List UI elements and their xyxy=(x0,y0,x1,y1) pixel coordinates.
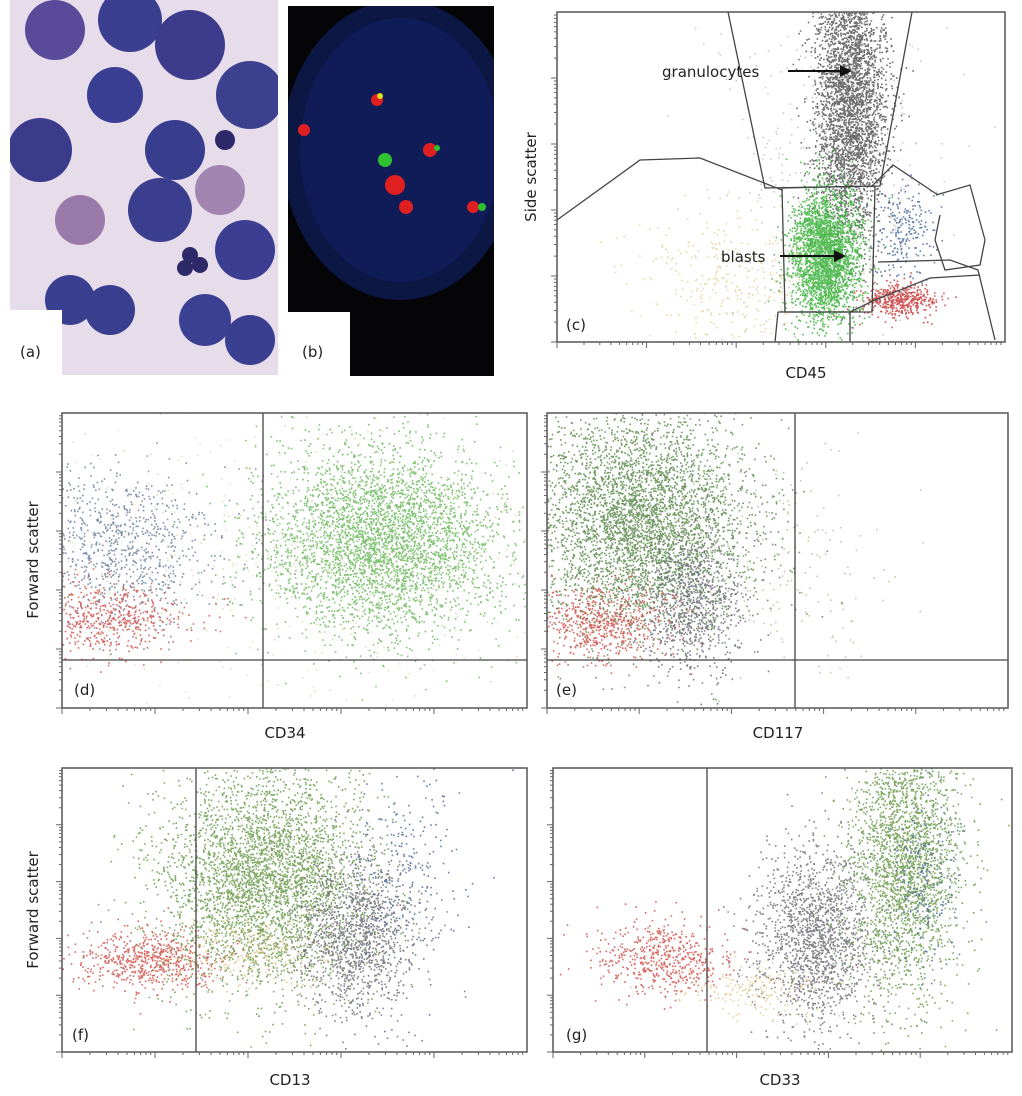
fish-spot xyxy=(377,93,383,99)
annotation: blasts xyxy=(721,248,766,266)
gate xyxy=(556,157,783,221)
dot-cloud xyxy=(82,768,449,1048)
panel-label: (e) xyxy=(556,681,577,699)
gate xyxy=(934,184,986,271)
cell xyxy=(179,294,231,346)
fish-spot xyxy=(399,200,413,214)
panel-label: (c) xyxy=(566,316,586,334)
dot-cloud xyxy=(547,413,843,701)
dot-plot xyxy=(547,413,924,706)
plot-frame xyxy=(552,767,1013,1053)
fish-spot xyxy=(478,203,486,211)
dot-plot xyxy=(600,12,996,342)
annotation: granulocytes xyxy=(662,63,759,81)
dot-cloud xyxy=(812,768,1010,1052)
gate xyxy=(778,311,851,342)
axis-ticks xyxy=(56,415,524,714)
dot-plot xyxy=(559,768,1010,1052)
dot-plot xyxy=(62,413,527,708)
dot-cloud xyxy=(791,12,914,329)
y-axis-label: Forward scatter xyxy=(24,850,42,968)
y-axis-label: Forward scatter xyxy=(24,500,42,618)
cell xyxy=(55,195,105,245)
cell xyxy=(145,120,205,180)
dot-plot xyxy=(62,768,514,1050)
label-cutout xyxy=(280,312,350,378)
panel-label: (f) xyxy=(72,1026,89,1044)
dot-cloud xyxy=(559,901,752,1010)
axis-ticks xyxy=(56,770,524,1058)
cell xyxy=(177,260,193,276)
axis-ticks xyxy=(551,14,1002,348)
smear-image xyxy=(10,0,278,375)
gate xyxy=(774,311,779,343)
dot-cloud xyxy=(884,771,966,1023)
cell xyxy=(98,0,162,52)
dot-cloud xyxy=(833,272,957,329)
cell xyxy=(182,247,198,263)
cell xyxy=(225,315,275,365)
fish-spot xyxy=(434,145,440,151)
gate xyxy=(849,274,981,313)
arrow-head xyxy=(834,250,846,262)
x-axis-label: CD34 xyxy=(264,724,305,742)
panel-label: (b) xyxy=(302,343,323,361)
cell xyxy=(155,10,225,80)
gate xyxy=(871,164,939,196)
dot-cloud xyxy=(62,907,270,1015)
cell xyxy=(25,0,85,60)
fish-spot xyxy=(423,143,437,157)
plot-frame xyxy=(546,412,1009,709)
label-cutout xyxy=(0,310,62,380)
fish-spot xyxy=(298,124,310,136)
dot-cloud xyxy=(600,191,877,342)
cell xyxy=(87,67,143,123)
dot-cloud xyxy=(66,413,526,708)
cell xyxy=(10,118,72,182)
cell xyxy=(85,285,135,335)
fish-spot xyxy=(385,175,405,195)
dot-cloud xyxy=(767,130,893,342)
axis-ticks xyxy=(547,770,1009,1058)
gate xyxy=(877,259,996,341)
fish-spot xyxy=(467,201,479,213)
dot-cloud xyxy=(62,413,311,655)
panel-label: (a) xyxy=(20,343,41,361)
gate xyxy=(781,185,876,313)
cell xyxy=(192,257,208,273)
plot-frame xyxy=(61,412,528,709)
x-axis-label: CD33 xyxy=(759,1071,800,1089)
plot-frame xyxy=(556,11,1006,343)
x-axis-label: CD45 xyxy=(785,364,826,382)
dot-cloud xyxy=(154,884,348,993)
dot-cloud xyxy=(325,768,514,1042)
panel-label: (g) xyxy=(566,1026,587,1044)
gate xyxy=(727,11,913,189)
x-axis-label: CD13 xyxy=(269,1071,310,1089)
axis-ticks xyxy=(541,415,1005,714)
cell xyxy=(195,165,245,215)
fish-image xyxy=(288,6,494,376)
fish-spot xyxy=(378,153,392,167)
cell xyxy=(128,178,192,242)
y-axis-label: Side scatter xyxy=(522,131,540,221)
plot-frame xyxy=(61,767,528,1053)
cell xyxy=(215,130,235,150)
panel-label: (d) xyxy=(74,681,95,699)
x-axis-label: CD117 xyxy=(753,724,804,742)
cell xyxy=(216,61,278,129)
cell xyxy=(215,220,275,280)
arrow-head xyxy=(840,65,852,77)
